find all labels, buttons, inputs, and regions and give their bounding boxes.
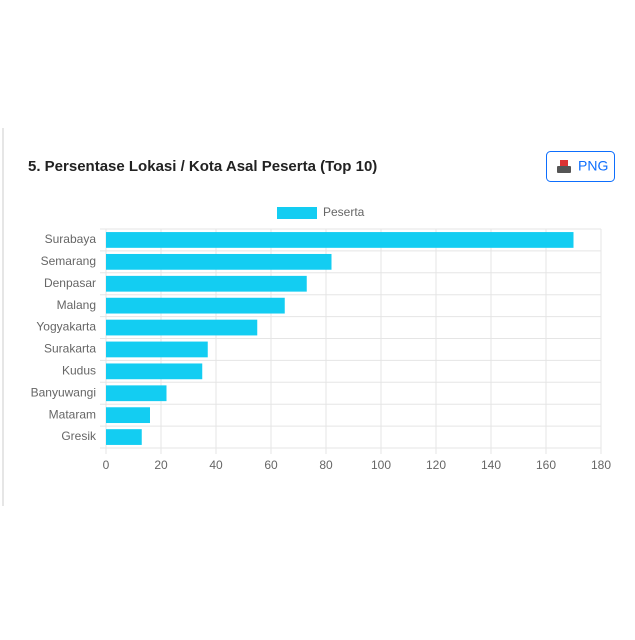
x-tick-label: 120 bbox=[426, 458, 446, 472]
y-tick-label: Yogyakarta bbox=[36, 320, 96, 334]
bar bbox=[106, 407, 150, 424]
chart-title: 5. Persentase Lokasi / Kota Asal Peserta… bbox=[28, 158, 377, 175]
y-tick-label: Gresik bbox=[61, 429, 97, 443]
bar bbox=[106, 275, 307, 292]
y-tick-label: Mataram bbox=[49, 407, 96, 421]
x-tick-label: 20 bbox=[154, 458, 168, 472]
y-tick-label: Banyuwangi bbox=[31, 385, 96, 399]
bar bbox=[106, 319, 258, 336]
x-tick-label: 60 bbox=[264, 458, 278, 472]
bar bbox=[106, 363, 203, 380]
x-tick-label: 40 bbox=[209, 458, 223, 472]
legend-swatch bbox=[277, 207, 317, 219]
button-icon bbox=[560, 160, 568, 166]
y-tick-label: Malang bbox=[57, 298, 96, 312]
bar bbox=[106, 385, 167, 402]
x-tick-label: 0 bbox=[103, 458, 110, 472]
bar bbox=[106, 297, 285, 314]
button-label[interactable]: PNG bbox=[578, 158, 608, 174]
x-tick-label: 140 bbox=[481, 458, 501, 472]
button-border[interactable] bbox=[546, 151, 615, 182]
y-tick-label: Surakarta bbox=[44, 342, 96, 356]
bar bbox=[106, 232, 574, 248]
y-tick-label: Surabaya bbox=[45, 232, 97, 246]
bar bbox=[106, 429, 142, 445]
bar bbox=[106, 253, 332, 270]
y-tick-label: Denpasar bbox=[44, 276, 96, 290]
button-icon bbox=[557, 166, 571, 173]
bar bbox=[106, 341, 208, 358]
x-tick-label: 100 bbox=[371, 458, 391, 472]
x-tick-label: 80 bbox=[319, 458, 333, 472]
y-tick-label: Kudus bbox=[62, 364, 96, 378]
png-button[interactable]: PNG bbox=[546, 151, 615, 182]
x-tick-label: 160 bbox=[536, 458, 556, 472]
legend-label: Peserta bbox=[323, 205, 365, 219]
y-tick-label: Semarang bbox=[41, 254, 96, 268]
x-tick-label: 180 bbox=[591, 458, 611, 472]
